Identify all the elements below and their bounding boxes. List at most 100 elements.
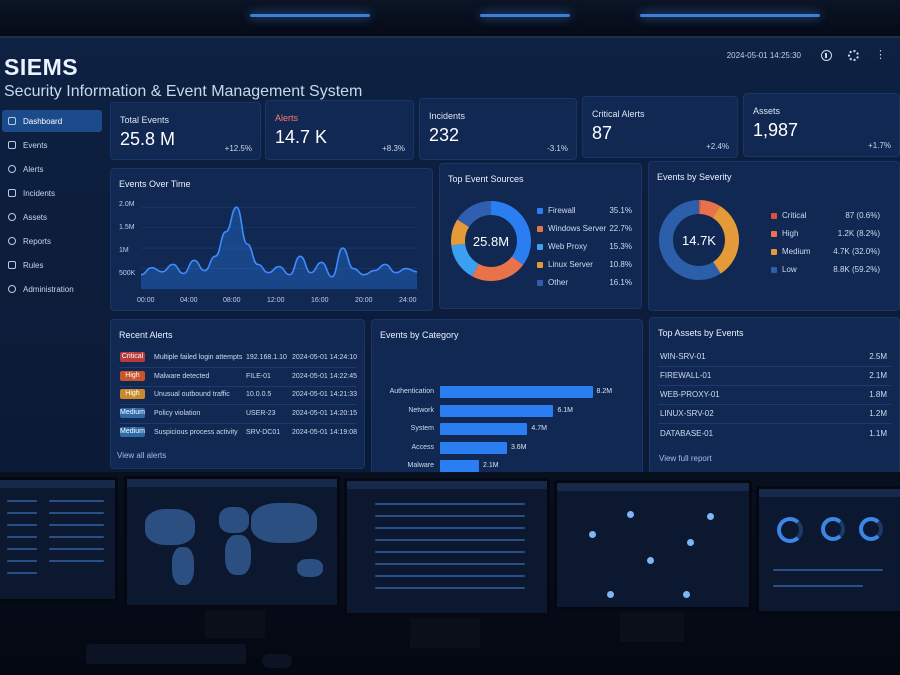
- sidebar-item-label: Administration: [23, 284, 74, 294]
- legend-swatch: [537, 207, 543, 214]
- bar-network[interactable]: [440, 404, 554, 417]
- donut-center-value: 14.7K: [682, 233, 716, 248]
- asset-name: LINUX-SRV-02: [660, 408, 714, 418]
- divider: [658, 366, 891, 367]
- decor-line: [7, 524, 37, 526]
- card-title: Top Event Sources: [448, 174, 524, 184]
- more-vertical-icon[interactable]: ⋮: [875, 49, 886, 61]
- table-row[interactable]: Critical Multiple failed login attempts …: [120, 350, 357, 364]
- monitor-table-view: [0, 477, 118, 602]
- table-row[interactable]: Medium Policy violation USER-23 2024-05-…: [120, 406, 357, 420]
- table-row[interactable]: DATABASE-01 1.1M: [660, 426, 887, 440]
- kpi-value: 25.8 M: [120, 129, 176, 149]
- kpi-incidents[interactable]: Incidents 232 -3.1%: [419, 98, 577, 160]
- asset-name: WEB-PROXY-01: [660, 389, 720, 399]
- monitor-titlebar: [557, 483, 749, 491]
- decor-ring: [821, 517, 845, 541]
- sidebar-item-events[interactable]: Events: [2, 134, 102, 156]
- ceiling-light: [250, 14, 370, 17]
- alert-message: Multiple failed login attempts: [154, 353, 243, 361]
- x-tick-label: 12:00: [267, 297, 285, 304]
- gear-icon[interactable]: [848, 50, 859, 61]
- bar-authentication[interactable]: [440, 386, 593, 398]
- events-by-severity-card: Events by Severity 14.7K Critical 87 (0.…: [648, 161, 900, 311]
- bar-system[interactable]: [440, 423, 528, 435]
- monitor-titlebar: [0, 480, 115, 488]
- top-event-sources-card: Top Event Sources 25.8M Firewall 35.1% W…: [439, 163, 642, 309]
- map-continent: [219, 507, 249, 533]
- kpi-change: +8.3%: [382, 144, 405, 153]
- table-row[interactable]: FIREWALL-01 2.1M: [660, 368, 887, 382]
- x-tick-label: 04:00: [180, 297, 198, 304]
- decor-line: [375, 551, 525, 553]
- kpi-assets[interactable]: Assets 1,987 +1.7%: [743, 93, 900, 157]
- sidebar-item-administration[interactable]: Administration: [2, 278, 102, 300]
- kpi-change: +2.4%: [706, 142, 729, 151]
- legend-swatch: [537, 279, 543, 286]
- sidebar-item-assets[interactable]: Assets: [2, 206, 102, 228]
- divider: [119, 404, 356, 405]
- file-icon: [8, 189, 16, 197]
- card-title: Events Over Time: [119, 179, 191, 189]
- legend-item: Windows Server: [537, 224, 606, 233]
- decor-line: [773, 569, 883, 571]
- ceiling-light: [480, 14, 570, 17]
- table-row[interactable]: LINUX-SRV-02 1.2M: [660, 406, 887, 420]
- ceiling-light: [640, 14, 820, 17]
- legend-label: High: [782, 229, 799, 238]
- mouse: [262, 654, 292, 668]
- decor-line: [375, 563, 525, 565]
- asset-name: DATABASE-01: [660, 428, 714, 438]
- bar-value-label: 6.1M: [557, 406, 574, 414]
- decor-line: [7, 548, 37, 550]
- kpi-value: 14.7 K: [275, 127, 328, 147]
- view-all-alerts-link[interactable]: View all alerts: [117, 451, 167, 460]
- kpi-critical-alerts[interactable]: Critical Alerts 87 +2.4%: [582, 96, 738, 158]
- sidebar-item-rules[interactable]: Rules: [2, 254, 102, 276]
- kpi-value: 1,987: [753, 120, 799, 140]
- alert-time: 2024-05-01 14:20:15: [292, 409, 357, 417]
- kpi-alerts[interactable]: Alerts 14.7 K +8.3%: [265, 100, 414, 160]
- alert-time: 2024-05-01 14:24:10: [292, 353, 357, 361]
- info-icon[interactable]: [821, 50, 832, 61]
- legend-item: Firewall: [537, 206, 576, 215]
- alert-message: Policy violation: [154, 409, 201, 417]
- sidebar-item-label: Alerts: [23, 164, 44, 174]
- alert-source: SRV-DC01: [246, 428, 281, 436]
- kpi-change: +1.7%: [868, 141, 891, 150]
- table-row[interactable]: WIN-SRV-01 2.5M: [660, 349, 887, 363]
- legend-item: Linux Server: [537, 260, 593, 269]
- sidebar-item-label: Incidents: [23, 188, 56, 198]
- bar-malware[interactable]: [440, 460, 480, 472]
- kpi-label: Assets: [753, 106, 781, 116]
- y-tick-label: 2.0M: [119, 201, 135, 208]
- kpi-total-events[interactable]: Total Events 25.8 M +12.5%: [110, 102, 261, 160]
- decor-line: [375, 587, 525, 589]
- sidebar-item-alerts[interactable]: Alerts: [2, 158, 102, 180]
- table-row[interactable]: WEB-PROXY-01 1.8M: [660, 387, 887, 401]
- severity-slice-low: [659, 200, 739, 280]
- decor-line: [7, 560, 37, 562]
- kpi-change: -3.1%: [547, 144, 568, 153]
- monitor-stand: [620, 612, 684, 642]
- graph-node: [589, 531, 596, 538]
- map-continent: [172, 547, 194, 585]
- legend-item: Critical: [771, 211, 806, 220]
- user-icon: [8, 285, 16, 293]
- sidebar-item-incidents[interactable]: Incidents: [2, 182, 102, 204]
- legend-swatch: [771, 230, 777, 237]
- monitor-titlebar: [347, 481, 547, 489]
- table-row[interactable]: High Malware detected FILE-01 2024-05-01…: [120, 369, 357, 383]
- view-full-report-link[interactable]: View full report: [659, 454, 712, 463]
- table-row[interactable]: Medium Suspicious process activity SRV-D…: [120, 425, 357, 439]
- status-badge: Medium: [120, 427, 145, 437]
- decor-line: [49, 500, 104, 502]
- sidebar-item-reports[interactable]: Reports: [2, 230, 102, 252]
- sidebar-item-dashboard[interactable]: Dashboard: [2, 110, 102, 132]
- status-badge: Critical: [120, 352, 145, 362]
- bar-access[interactable]: [440, 441, 507, 454]
- kpi-label: Incidents: [429, 111, 466, 121]
- map-continent: [225, 535, 251, 575]
- alert-source: 192.168.1.10: [246, 353, 287, 361]
- table-row[interactable]: High Unusual outbound traffic 10.0.0.5 2…: [120, 387, 357, 401]
